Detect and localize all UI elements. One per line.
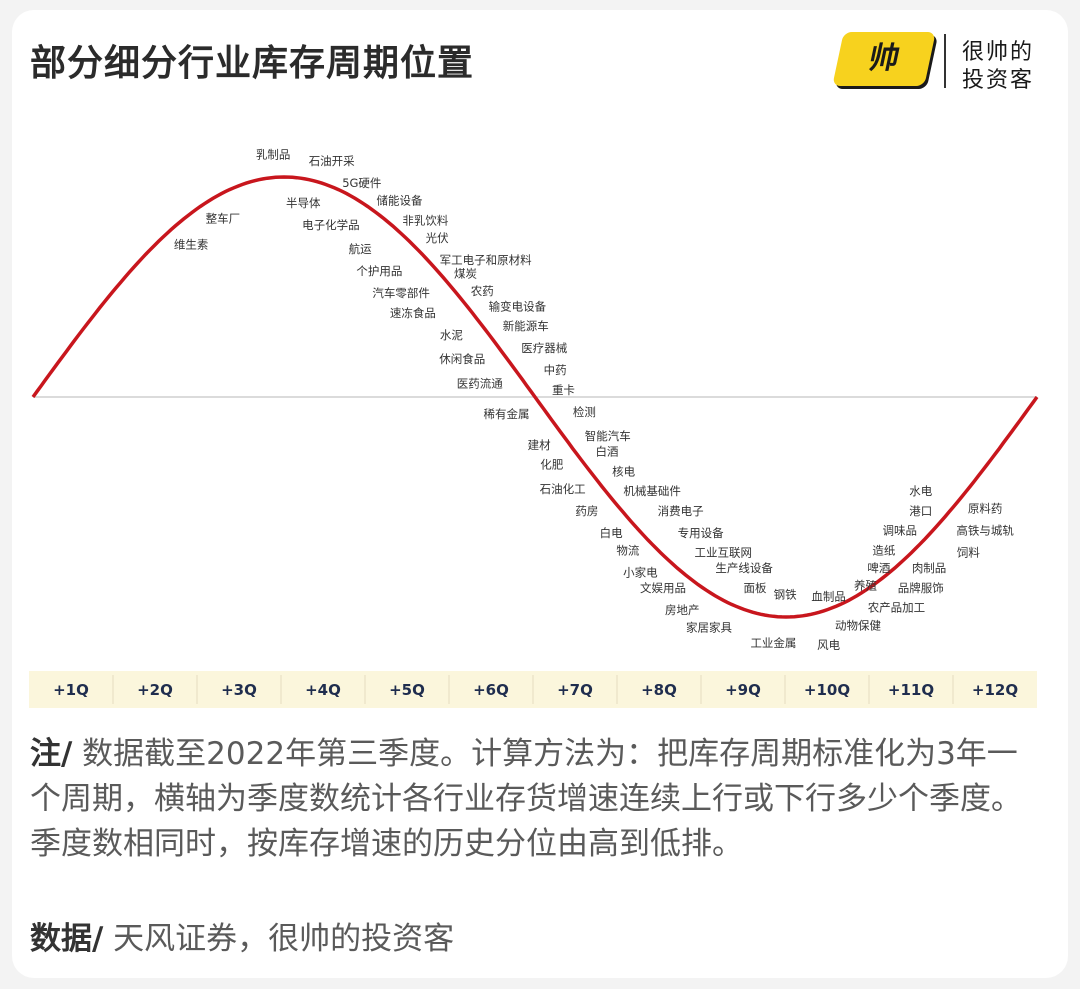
industry-label: 5G硬件 (342, 176, 381, 190)
industry-label: 医疗器械 (521, 341, 567, 355)
industry-label: 乳制品 (256, 148, 291, 162)
industry-label: 原料药 (968, 502, 1003, 516)
source-body: 天风证券，很帅的投资客 (103, 921, 455, 957)
industry-label: 家居家具 (686, 621, 732, 635)
brand-logo: 帅 很帅的 投资客 (832, 30, 1048, 93)
industry-label: 航运 (349, 242, 372, 256)
industry-label: 面板 (744, 581, 767, 595)
note-label: 注/ (30, 736, 73, 772)
industry-label: 石油开采 (309, 154, 355, 168)
industry-label: 专用设备 (678, 526, 724, 540)
industry-label: 生产线设备 (715, 561, 773, 575)
industry-label: 工业金属 (750, 636, 796, 650)
x-tick-label: +1Q (53, 681, 89, 699)
x-tick-label: +3Q (221, 681, 257, 699)
industry-label: 重卡 (552, 383, 575, 397)
x-tick-label: +5Q (389, 681, 425, 699)
industry-label: 机械基础件 (623, 484, 681, 498)
cycle-curve (31, 175, 1039, 619)
industry-label: 储能设备 (376, 194, 422, 208)
industry-label: 半导体 (286, 196, 321, 210)
industry-label: 港口 (909, 504, 932, 518)
x-tick-label: +7Q (557, 681, 593, 699)
industry-label: 消费电子 (658, 504, 704, 518)
industry-label: 白电 (600, 526, 623, 540)
industry-label: 中药 (544, 363, 567, 377)
industry-label: 农药 (471, 284, 494, 298)
industry-label: 文娱用品 (640, 581, 686, 595)
industry-label: 饲料 (957, 546, 980, 560)
x-tick-label: +11Q (888, 681, 934, 699)
industry-label: 养殖 (854, 579, 877, 593)
industry-label: 医药流通 (457, 376, 503, 390)
industry-label: 整车厂 (206, 211, 241, 225)
x-tick-label: +8Q (641, 681, 677, 699)
industry-label: 白酒 (595, 445, 618, 459)
note-body: 数据截至2022年第三季度。计算方法为：把库存周期标准化为3年一个周期，横轴为季… (30, 736, 1022, 862)
x-tick-label: +6Q (473, 681, 509, 699)
page-title: 部分细分行业库存周期位置 (30, 43, 475, 84)
industry-label: 造纸 (872, 544, 895, 558)
card (12, 10, 1068, 978)
industry-label: 新能源车 (503, 319, 549, 333)
source-label: 数据/ (30, 921, 104, 957)
industry-label: 石油化工 (540, 482, 586, 496)
industry-label: 工业互联网 (695, 546, 753, 560)
industry-label: 汽车零部件 (372, 286, 430, 300)
industry-label: 农产品加工 (868, 601, 926, 615)
industry-label: 钢铁 (774, 588, 797, 602)
industry-label: 啤酒 (867, 561, 890, 575)
x-tick-label: +9Q (725, 681, 761, 699)
industry-label: 动物保健 (835, 618, 881, 632)
industry-label: 非乳饮料 (402, 214, 448, 228)
industry-label: 检测 (573, 405, 596, 419)
industry-label: 智能汽车 (585, 429, 631, 443)
industry-label: 调味品 (883, 524, 918, 538)
industry-label: 煤炭 (454, 266, 477, 280)
logo-text-line1: 很帅的 (962, 40, 1035, 65)
industry-label: 水泥 (440, 328, 463, 342)
logo-divider (944, 34, 946, 88)
industry-label: 品牌服饰 (898, 581, 944, 595)
industry-label: 稀有金属 (484, 407, 530, 421)
note-text: 注/ 数据截至2022年第三季度。计算方法为：把库存周期标准化为3年一个周期，横… (30, 732, 1040, 867)
x-tick-label: +2Q (137, 681, 173, 699)
industry-label: 建材 (528, 438, 551, 452)
industry-label: 水电 (909, 484, 932, 498)
x-tick-label: +10Q (804, 681, 850, 699)
source-text: 数据/ 天风证券，很帅的投资客 (30, 913, 454, 958)
industry-label: 房地产 (665, 603, 700, 617)
industry-label: 风电 (817, 638, 840, 652)
x-tick-label: +12Q (972, 681, 1018, 699)
industry-label: 肉制品 (912, 561, 947, 575)
industry-label: 光伏 (426, 231, 449, 245)
industry-label: 物流 (616, 544, 639, 558)
industry-label: 小家电 (623, 566, 658, 580)
industry-label: 休闲食品 (439, 352, 485, 366)
industry-label: 高铁与城轨 (956, 524, 1014, 538)
industry-label: 药房 (575, 504, 598, 518)
industry-label: 电子化学品 (302, 218, 360, 232)
industry-label: 核电 (612, 464, 635, 478)
x-tick-label: +4Q (305, 681, 341, 699)
industry-label: 血制品 (811, 590, 846, 604)
industry-label: 化肥 (540, 458, 563, 472)
industry-label: 输变电设备 (489, 299, 547, 313)
industry-label: 速冻食品 (390, 306, 436, 320)
industry-label: 个护用品 (356, 264, 402, 278)
logo-text-line2: 投资客 (962, 68, 1035, 93)
industry-label: 军工电子和原材料 (440, 253, 532, 267)
industry-label: 维生素 (174, 238, 209, 252)
